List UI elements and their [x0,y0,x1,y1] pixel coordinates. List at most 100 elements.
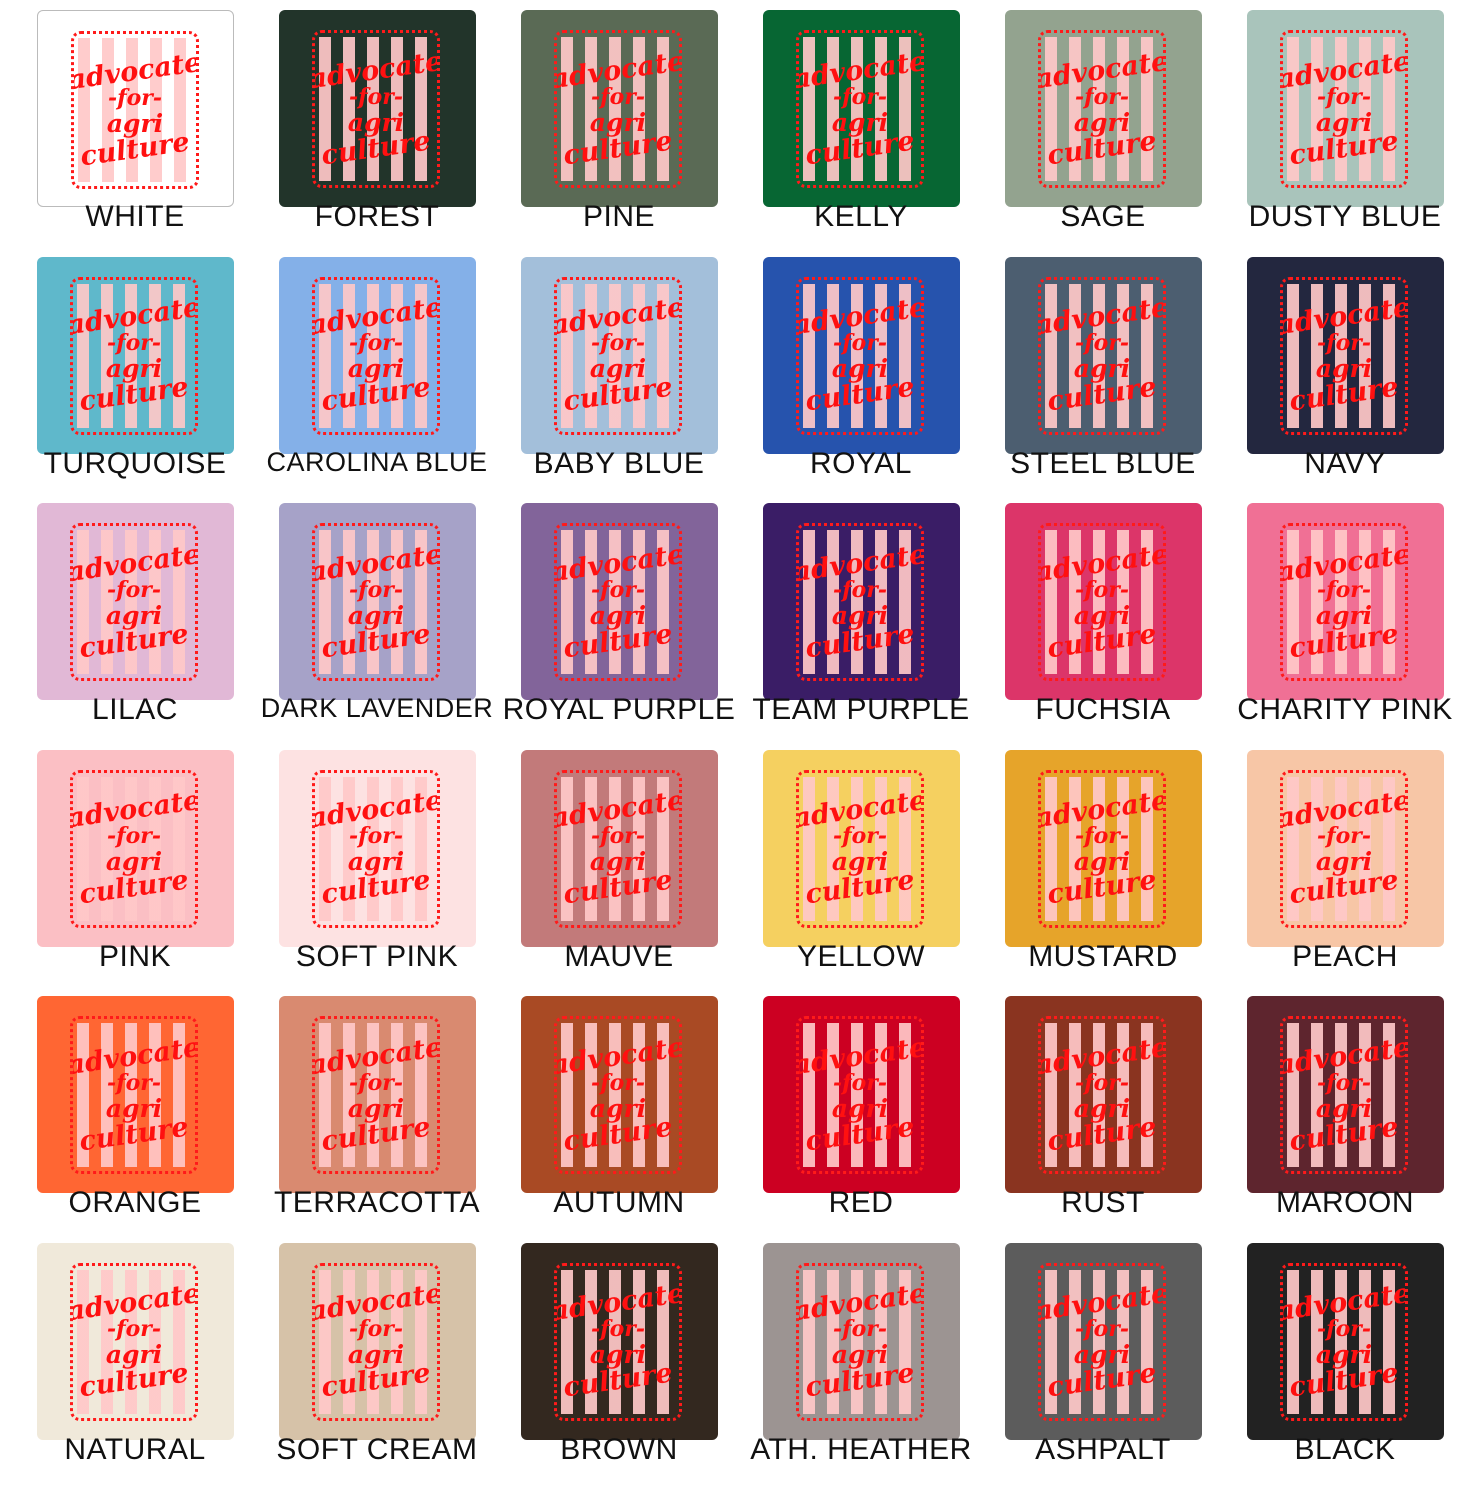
color-option[interactable]: advocate -for-agri culture PINE [484,0,726,246]
color-option[interactable]: advocate -for-agri culture KELLY [726,0,968,246]
shirt-color-swatch[interactable]: advocate -for-agri culture [279,1242,476,1440]
design-graphic: advocate -for-agri culture [312,769,440,928]
shirt-color-swatch[interactable]: advocate -for-agri culture [279,10,476,207]
shirt-color-swatch[interactable]: advocate -for-agri culture [37,10,234,207]
color-option[interactable]: advocate -for-agri culture ORANGE [0,986,242,1232]
design-graphic: advocate -for-agri culture [796,276,924,435]
design-text-line: culture [77,1357,191,1404]
shirt-color-swatch[interactable]: advocate -for-agri culture [521,256,718,454]
shirt-color-swatch[interactable]: advocate -for-agri culture [763,996,960,1193]
color-option[interactable]: advocate -for-agri culture NATURAL [0,1233,242,1479]
design-text-line: agri [589,107,647,137]
design-lettering: advocate -for-agri culture [799,280,921,432]
design-text-line: culture [803,1111,917,1157]
design-text-line: -for- [591,330,645,356]
color-option[interactable]: advocate -for-agri culture AUTUMN [484,986,726,1232]
color-option[interactable]: advocate -for-agri culture SOFT PINK [242,740,484,986]
shirt-color-swatch[interactable]: advocate -for-agri culture [1247,749,1444,947]
pink-stripes [561,1023,675,1167]
color-label: TURQUOISE [43,446,227,480]
color-option[interactable]: advocate -for-agri culture ATH. HEATHER [726,1233,971,1479]
shirt-color-swatch[interactable]: advocate -for-agri culture [763,749,960,947]
shirt-color-swatch[interactable]: advocate -for-agri culture [763,10,960,207]
shirt-color-swatch[interactable]: advocate -for-agri culture [521,749,718,947]
design-text-line: -for- [349,83,403,110]
color-option[interactable]: advocate -for-agri culture MAROON [1210,986,1452,1232]
design-graphic: advocate -for-agri culture [1280,30,1408,188]
color-option[interactable]: advocate -for-agri culture FUCHSIA [968,493,1210,739]
color-label: NAVY [1304,446,1386,480]
design-text-line: -for- [107,1069,161,1096]
shirt-color-swatch[interactable]: advocate -for-agri culture [1005,10,1202,207]
color-option[interactable]: advocate -for-agri culture DUSTY BLUE [1210,0,1452,246]
design-text-line: agri [831,847,889,876]
pink-stripes [1287,1023,1401,1167]
shirt-color-swatch[interactable]: advocate -for-agri culture [1005,256,1202,454]
color-option[interactable]: advocate -for-agri culture LILAC [0,493,242,739]
design-text-line: agri [831,354,889,383]
color-option[interactable]: advocate -for-agri culture TURQUOISE [0,247,242,493]
shirt-color-swatch[interactable]: advocate -for-agri culture [1247,503,1444,700]
design-text-line: -for- [1075,1316,1129,1342]
color-option[interactable]: advocate -for-agri culture FOREST [242,0,484,246]
pink-stripes [319,530,433,674]
color-option[interactable]: advocate -for-agri culture BABY BLUE [484,247,726,493]
color-label: CAROLINA BLUE [266,446,488,477]
design-lettering: advocate -for-agri culture [799,773,921,925]
design-text-line: culture [319,125,433,171]
color-option[interactable]: advocate -for-agri culture MUSTARD [968,740,1210,986]
shirt-color-swatch[interactable]: advocate -for-agri culture [37,749,234,947]
pink-stripes [77,1269,191,1414]
color-option[interactable]: advocate -for-agri culture PEACH [1210,740,1452,986]
color-option[interactable]: advocate -for-agri culture ROYAL PURPLE [484,493,735,739]
design-graphic: advocate -for-agri culture [70,276,198,435]
shirt-color-swatch[interactable]: advocate -for-agri culture [1247,996,1444,1193]
shirt-color-swatch[interactable]: advocate -for-agri culture [521,503,718,700]
shirt-color-swatch[interactable]: advocate -for-agri culture [37,996,234,1193]
color-option[interactable]: advocate -for-agri culture RUST [968,986,1210,1232]
color-option[interactable]: advocate -for-agri culture DARK LAVENDER [242,493,493,739]
color-option[interactable]: advocate -for-agri culture WHITE [0,0,242,246]
color-option[interactable]: advocate -for-agri culture SOFT CREAM [242,1233,484,1479]
color-option[interactable]: advocate -for-agri culture BLACK [1210,1233,1452,1479]
shirt-color-swatch[interactable]: advocate -for-agri culture [521,10,718,207]
shirt-color-swatch[interactable]: advocate -for-agri culture [279,503,476,700]
color-option[interactable]: advocate -for-agri culture CHARITY PINK [1210,493,1452,739]
design-text-line: culture [319,1111,433,1157]
color-option[interactable]: advocate -for-agri culture BROWN [484,1233,726,1479]
design-graphic: advocate -for-agri culture [554,276,682,435]
color-label: AUTUMN [553,1186,685,1219]
shirt-color-swatch[interactable]: advocate -for-agri culture [37,1242,234,1440]
shirt-color-swatch[interactable]: advocate -for-agri culture [763,503,960,700]
color-option[interactable]: advocate -for-agri culture STEEL BLUE [968,247,1210,493]
color-option[interactable]: advocate -for-agri culture PINK [0,740,242,986]
shirt-color-swatch[interactable]: advocate -for-agri culture [37,503,234,700]
shirt-color-swatch[interactable]: advocate -for-agri culture [1247,256,1444,454]
color-option[interactable]: advocate -for-agri culture NAVY [1210,247,1452,493]
shirt-color-swatch[interactable]: advocate -for-agri culture [1005,996,1202,1193]
shirt-color-swatch[interactable]: advocate -for-agri culture [1005,503,1202,700]
color-option[interactable]: advocate -for-agri culture CAROLINA BLUE [242,247,487,493]
shirt-color-swatch[interactable]: advocate -for-agri culture [279,256,476,454]
shirt-color-swatch[interactable]: advocate -for-agri culture [1005,1242,1202,1440]
shirt-color-swatch[interactable]: advocate -for-agri culture [763,1242,960,1440]
color-option[interactable]: advocate -for-agri culture SAGE [968,0,1210,246]
color-option[interactable]: advocate -for-agri culture ASHPALT [968,1233,1210,1479]
color-option[interactable]: advocate -for-agri culture TERRACOTTA [242,986,484,1232]
color-option[interactable]: advocate -for-agri culture RED [726,986,968,1232]
shirt-color-swatch[interactable]: advocate -for-agri culture [1005,749,1202,947]
color-option[interactable]: advocate -for-agri culture ROYAL [726,247,968,493]
color-option[interactable]: advocate -for-agri culture YELLOW [726,740,968,986]
shirt-color-swatch[interactable]: advocate -for-agri culture [521,996,718,1193]
shirt-color-swatch[interactable]: advocate -for-agri culture [279,749,476,947]
color-option[interactable]: advocate -for-agri culture MAUVE [484,740,726,986]
shirt-color-swatch[interactable]: advocate -for-agri culture [279,996,476,1193]
shirt-color-swatch[interactable]: advocate -for-agri culture [763,256,960,454]
shirt-color-swatch[interactable]: advocate -for-agri culture [1247,10,1444,207]
design-text-line: advocate [554,1031,682,1081]
design-text-line: agri [589,847,647,876]
color-option[interactable]: advocate -for-agri culture TEAM PURPLE [726,493,969,739]
shirt-color-swatch[interactable]: advocate -for-agri culture [1247,1242,1444,1440]
shirt-color-swatch[interactable]: advocate -for-agri culture [37,256,234,454]
shirt-color-swatch[interactable]: advocate -for-agri culture [521,1242,718,1440]
